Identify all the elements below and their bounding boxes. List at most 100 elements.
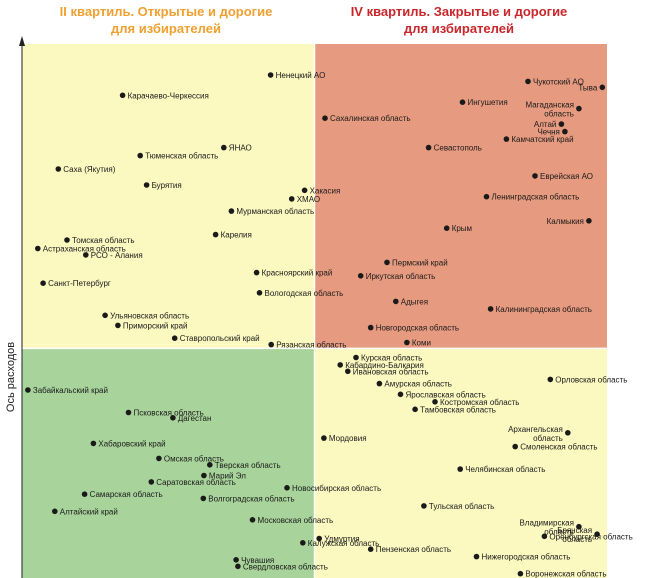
data-point: Новосибирская область — [284, 484, 381, 493]
data-point: Омская область — [156, 454, 224, 463]
data-point: Удмуртия — [316, 535, 360, 544]
data-point-label: Самарская область — [90, 490, 163, 499]
data-point: Марий Эл — [201, 472, 246, 481]
data-point-label: Севастополь — [434, 144, 482, 153]
data-point-marker — [137, 152, 143, 159]
data-point-label: Удмуртия — [324, 535, 359, 544]
data-point-label: Ленинградская область — [492, 193, 580, 202]
data-point: Орловская область — [547, 375, 627, 384]
data-point: Ульяновская область — [102, 311, 189, 320]
data-point-label: ХМАО — [297, 195, 320, 204]
data-point: Тыва — [578, 83, 606, 92]
data-point: Брянская область — [557, 526, 600, 544]
data-point-label: Еврейская АО — [540, 172, 593, 181]
data-point-label: Иркутская область — [366, 272, 436, 281]
quadrant-bottom-left-background — [22, 348, 315, 578]
data-point: ХМАО — [288, 195, 320, 204]
data-point: Приморский край — [115, 321, 187, 330]
data-point: Ненецкий АО — [267, 71, 326, 80]
data-point: Чувашия — [233, 556, 274, 565]
data-point: Самарская область — [81, 490, 163, 499]
data-point-marker — [412, 406, 418, 413]
quadrant-4-title-line-1: IV квартиль. Закрытые и дорогие — [351, 4, 568, 19]
data-point: Хабаровский край — [90, 439, 166, 448]
data-point: Свердловская область — [235, 562, 328, 571]
data-point-marker — [345, 368, 351, 375]
data-point-label: Ненецкий АО — [276, 71, 326, 80]
data-point-marker — [425, 144, 432, 151]
data-point: Тамбовская область — [412, 405, 496, 414]
quadrant-2-title-line-1: II квартиль. Открытые и дорогие — [60, 4, 273, 19]
data-point-marker — [233, 557, 239, 563]
data-point-label: Чувашия — [241, 556, 274, 565]
data-point: Архангельская область — [508, 425, 571, 443]
data-point: Коми — [404, 339, 431, 348]
data-point-label: Пензенская область — [376, 545, 451, 554]
data-point: Забайкальский край — [25, 386, 108, 395]
data-point-marker — [384, 259, 390, 266]
data-point-label: Карелия — [221, 231, 252, 240]
data-point: Воронежская область — [517, 570, 607, 578]
data-point-label: Алтайский край — [60, 507, 118, 516]
data-point-label: Новгородская область — [376, 324, 459, 333]
data-point-label: РСО - Алания — [91, 251, 143, 260]
data-point-marker — [143, 182, 150, 188]
data-point-label: Орловская область — [555, 375, 627, 384]
data-point-label: Ивановская область — [353, 367, 429, 376]
data-point-marker — [207, 462, 213, 468]
data-point-marker — [404, 339, 410, 346]
data-point-marker — [148, 479, 155, 485]
quadrant-top-left-background — [22, 44, 315, 349]
data-point: Ставропольский край — [171, 334, 260, 343]
data-point: Рязанская область — [268, 341, 346, 350]
data-point-label: Сахалинская область — [330, 114, 411, 123]
data-point: РСО - Алания — [83, 251, 143, 260]
data-point-label: Смоленская область — [520, 443, 597, 452]
data-point: Пензенская область — [367, 545, 451, 554]
data-point-label: Тамбовская область — [420, 405, 496, 414]
data-point: Астраханская область — [35, 245, 126, 254]
data-point-marker — [353, 354, 359, 361]
data-point-marker — [288, 196, 295, 202]
data-point-label: Нижегородская область — [482, 553, 571, 562]
data-point-label: ЯНАО — [229, 144, 252, 153]
data-point-marker — [599, 84, 606, 91]
data-point: Калужская область — [300, 539, 379, 548]
data-point-label: Псковская область — [134, 409, 204, 418]
data-point-label: Свердловская область — [243, 562, 328, 571]
data-point-label: Томская область — [72, 236, 135, 245]
data-point-label: Ярославская область — [406, 390, 486, 399]
data-point: Дагестан — [170, 414, 211, 423]
data-point: Костромская область — [432, 398, 519, 407]
data-point-label: Чукотский АО — [533, 77, 584, 86]
data-point-marker — [301, 187, 308, 194]
data-point-marker — [487, 306, 494, 312]
data-point-marker — [457, 466, 464, 472]
data-point-label: Саратовская область — [156, 478, 236, 487]
data-point-label: Амурская область — [384, 380, 452, 389]
data-point-marker — [83, 252, 89, 258]
data-point-marker — [541, 533, 548, 540]
data-point-marker — [267, 72, 274, 78]
data-point: Псковская область — [125, 409, 204, 418]
data-point-label: Тыва — [578, 83, 597, 92]
data-point: Тверская область — [207, 461, 281, 470]
data-point-marker — [115, 322, 121, 329]
data-point: Алтай — [534, 120, 565, 129]
data-point-label: Хабаровский край — [98, 439, 165, 448]
data-point: Нижегородская область — [473, 553, 571, 562]
data-point: Ивановская область — [345, 367, 428, 376]
data-point-marker — [532, 173, 538, 179]
data-point: Санкт-Петербург — [40, 279, 111, 288]
data-point-label: Санкт-Петербург — [48, 279, 111, 288]
data-point-label: Чечня — [537, 128, 559, 137]
data-point: Карелия — [212, 231, 252, 240]
data-point-marker — [503, 136, 510, 142]
data-point-marker — [483, 193, 490, 200]
data-point-label: Воронежская область — [525, 570, 606, 578]
data-point: Саха (Якутия) — [55, 165, 116, 174]
quadrant-top-right-background — [314, 44, 607, 349]
data-point: Хакасия — [301, 186, 340, 195]
data-point-marker — [357, 273, 364, 279]
data-point-marker — [268, 341, 275, 348]
